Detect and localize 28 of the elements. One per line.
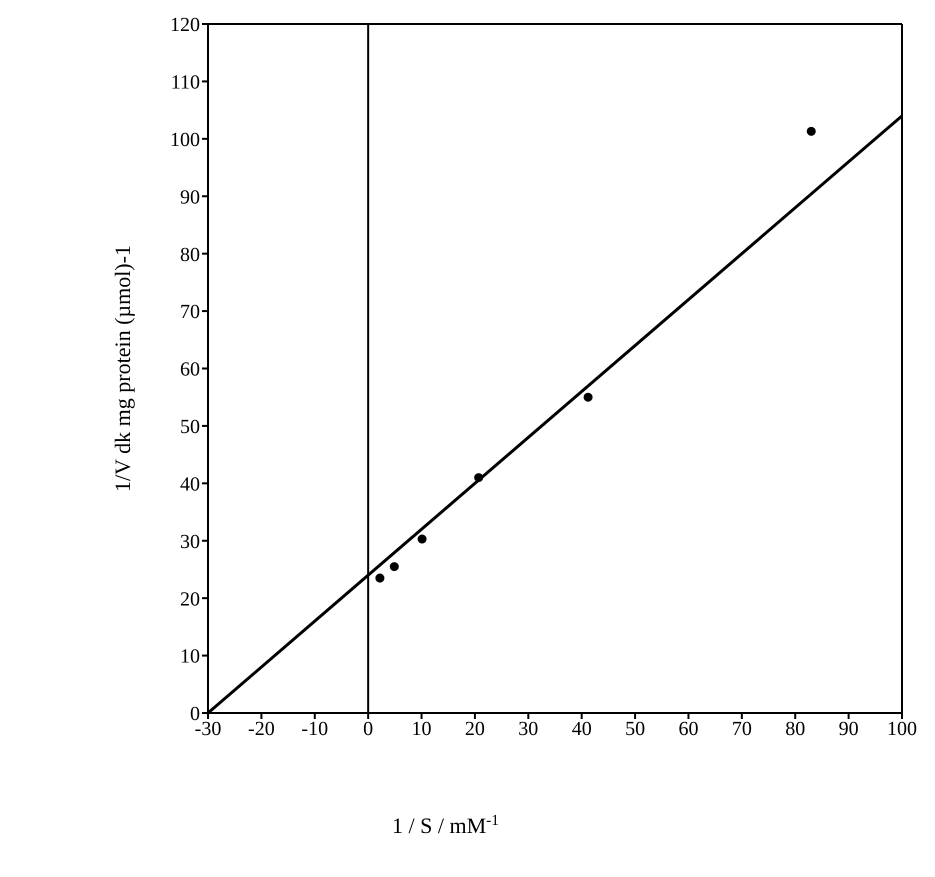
x-tick-label: 50 xyxy=(625,718,646,740)
x-tick-label: 10 xyxy=(412,718,432,740)
x-tick-label: 40 xyxy=(572,718,592,740)
y-tick-label: 70 xyxy=(180,301,200,324)
x-tick-label: 0 xyxy=(363,718,374,740)
x-tick-label: 80 xyxy=(785,718,806,740)
y-tick-label: 40 xyxy=(180,473,200,496)
y-tick-label: 90 xyxy=(180,186,200,208)
y-tick-label: 120 xyxy=(170,14,200,36)
x-tick-label: 60 xyxy=(678,718,698,740)
x-tick-label: 20 xyxy=(464,718,485,740)
y-tick-label: 100 xyxy=(170,128,200,151)
y-tick-label: 110 xyxy=(170,72,200,94)
y-tick-label: 60 xyxy=(180,358,200,381)
x-axis-title: 1 / S / mM$^{-1}$ xyxy=(392,812,499,838)
x-tick-label: -10 xyxy=(301,718,328,740)
y-tick-label: 10 xyxy=(180,646,200,668)
x-tick-label: 70 xyxy=(732,718,752,740)
x-tick-label: 90 xyxy=(838,718,859,740)
y-axis-title: 1/V dk mg protein (µmol)-1 xyxy=(110,245,135,492)
x-tick-label: -20 xyxy=(248,718,275,740)
y-tick-label: 30 xyxy=(180,530,200,553)
y-tick-label: 0 xyxy=(190,703,200,726)
y-tick-label: 50 xyxy=(180,416,200,438)
x-tick-label: 100 xyxy=(887,718,917,740)
y-tick-label: 20 xyxy=(180,588,200,610)
y-tick-label: 80 xyxy=(180,244,200,266)
x-tick-label: 30 xyxy=(518,718,538,740)
